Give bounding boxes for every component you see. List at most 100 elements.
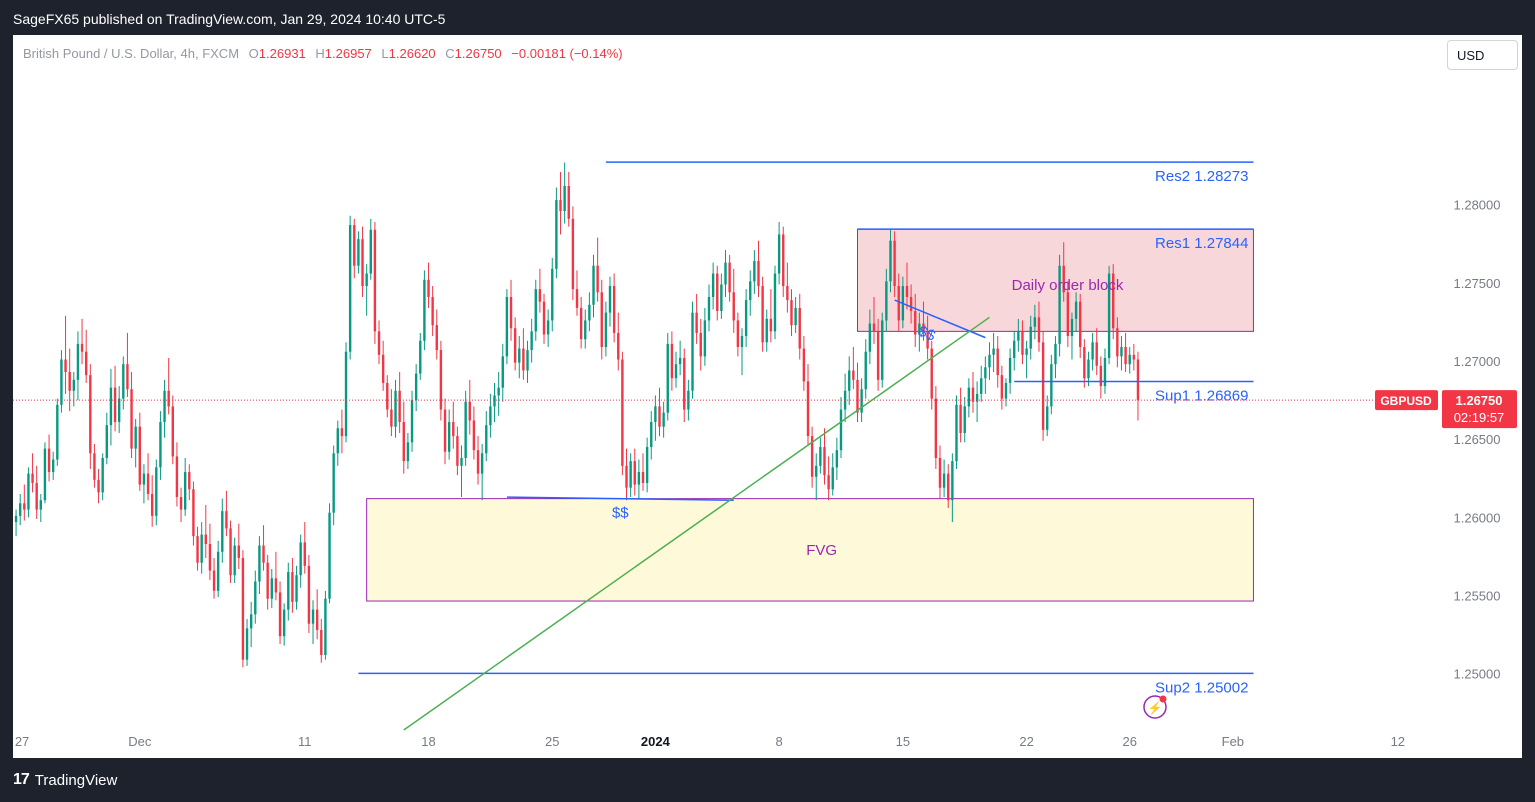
symbol-tag [1375, 390, 1438, 411]
candle [332, 453, 335, 513]
candle [159, 422, 162, 468]
chart-panel[interactable]: Res2 1.28273 Res1 1.27844 Sup1 1.26869 Sup2… [13, 35, 1522, 758]
candle [1099, 365, 1103, 387]
candle [629, 461, 632, 488]
candle [579, 307, 583, 340]
candle [1008, 357, 1012, 383]
low-value: 1.26620 [388, 46, 436, 61]
candle [1070, 318, 1074, 337]
candle [431, 296, 434, 326]
candle [720, 284, 723, 312]
lightning-icon[interactable] [1143, 695, 1167, 719]
candle [480, 453, 484, 474]
y-axis-tick: 1.25500 [1454, 589, 1501, 604]
x-axis-tick: 27 [15, 734, 29, 749]
symbol-title: British Pound / U.S. Dollar, 4h, FXCM [23, 46, 240, 61]
candle [233, 545, 236, 576]
candle [39, 500, 43, 510]
order-block-label: Daily order block [1012, 277, 1124, 294]
candle [1074, 301, 1078, 319]
candle [782, 234, 785, 287]
tradingview-logo[interactable]: 17 TradingView [13, 771, 117, 789]
candle [1058, 265, 1061, 344]
candle [856, 379, 859, 413]
candle [617, 332, 620, 360]
candle [460, 457, 463, 466]
candle [509, 296, 513, 329]
candle [456, 436, 459, 466]
x-axis-tick: 22 [1019, 734, 1033, 749]
candle [732, 292, 735, 321]
candle [394, 390, 397, 427]
candle [670, 343, 674, 379]
candle [175, 456, 179, 498]
liquidity-line [506, 496, 734, 501]
candle [724, 262, 727, 285]
candle [1017, 331, 1020, 341]
currency-button[interactable]: USD [1447, 40, 1518, 70]
candle [212, 570, 216, 591]
candle [650, 422, 653, 448]
candle [361, 239, 364, 287]
candle [526, 350, 529, 371]
candle [827, 475, 830, 490]
candle [938, 457, 942, 488]
candle [839, 409, 843, 451]
candle [798, 307, 801, 349]
candle [47, 448, 51, 473]
low-label: L [381, 46, 389, 61]
candle [984, 367, 987, 379]
x-axis-tick: 15 [896, 734, 910, 749]
candle [497, 387, 500, 396]
candle [357, 239, 360, 266]
candle [406, 442, 410, 462]
candle [1066, 292, 1070, 337]
candle [530, 331, 533, 351]
candle [282, 609, 286, 637]
candle [266, 562, 269, 599]
candle [336, 428, 339, 454]
candle [963, 406, 966, 433]
y-axis-tick: 1.25000 [1454, 667, 1501, 682]
close-value: 1.26750 [454, 46, 502, 61]
candle [703, 320, 707, 357]
candle [179, 497, 183, 510]
candle [604, 312, 608, 348]
x-axis-tick: 18 [421, 734, 435, 749]
candle [786, 286, 789, 301]
candle [208, 543, 212, 571]
candle [744, 300, 748, 337]
candle [249, 614, 253, 629]
candle [522, 348, 525, 371]
candle [608, 286, 612, 313]
candle [835, 450, 839, 468]
candle [769, 318, 773, 332]
candle [538, 289, 542, 302]
candle [196, 536, 199, 563]
candle [344, 351, 348, 437]
candle [142, 473, 146, 485]
y-axis-tick: 1.27000 [1454, 354, 1501, 369]
symbol-legend: British Pound / U.S. Dollar, 4h, FXCM O1… [23, 46, 623, 61]
candle [476, 450, 480, 474]
candle [1062, 265, 1065, 293]
sup2-level-label: Sup2 1.25002 [1155, 679, 1248, 696]
candle [163, 390, 166, 423]
candle [493, 395, 496, 407]
candle [14, 515, 18, 523]
candle [955, 404, 958, 462]
candle [988, 354, 991, 368]
candle [662, 412, 665, 427]
candle [84, 351, 88, 376]
candle [909, 296, 913, 312]
candle [254, 581, 257, 615]
lightning-glyph: ⚡ [1148, 701, 1163, 715]
candle [736, 320, 740, 348]
chart-canvas[interactable]: Res2 1.28273 Res1 1.27844 Sup1 1.26869 Sup2… [13, 35, 1522, 758]
candle [97, 479, 100, 493]
candle [204, 534, 207, 544]
candle [773, 273, 777, 332]
candle [1112, 273, 1115, 329]
candle [975, 393, 979, 402]
candle [584, 320, 587, 340]
